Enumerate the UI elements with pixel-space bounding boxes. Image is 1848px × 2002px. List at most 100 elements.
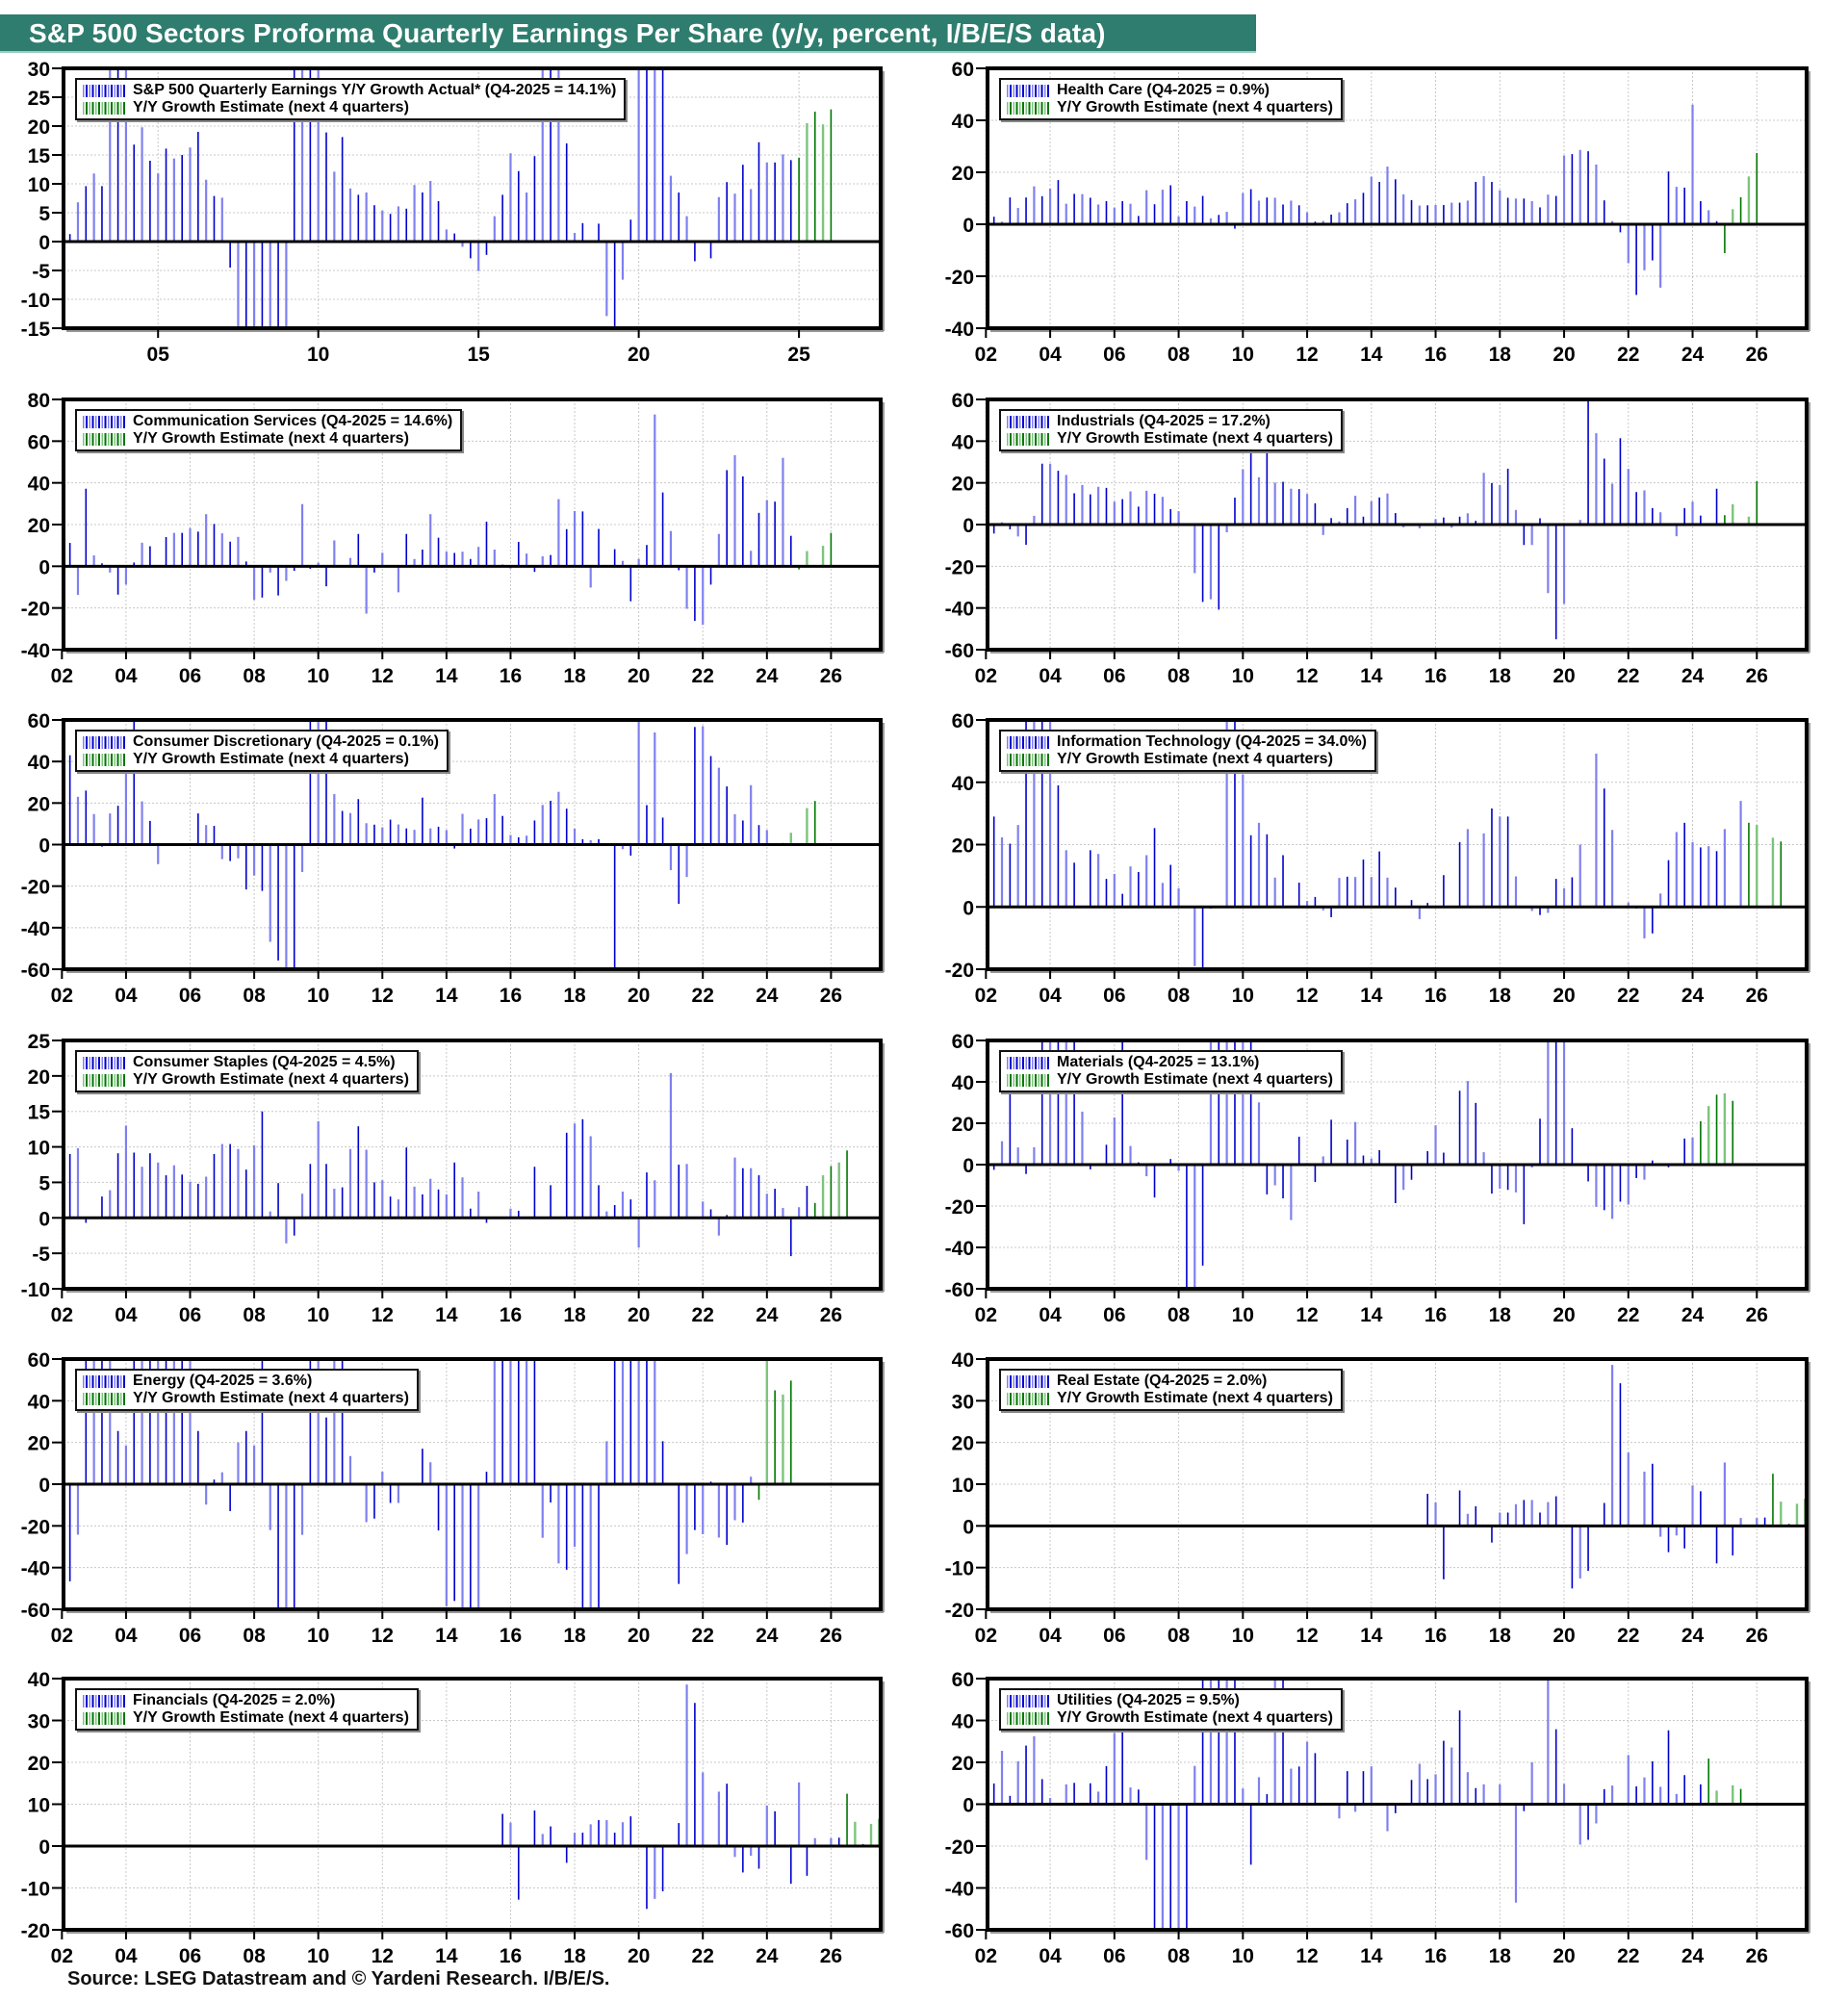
legend-row-estimate: Y/Y Growth Estimate (next 4 quarters) (1007, 1390, 1333, 1407)
legend-row-estimate: Y/Y Growth Estimate (next 4 quarters) (1007, 1071, 1333, 1089)
svg-text:-20: -20 (21, 877, 50, 899)
svg-text:-40: -40 (21, 918, 50, 940)
svg-text:-60: -60 (945, 1279, 974, 1301)
legend-row-actual: Consumer Discretionary (Q4-2025 = 0.1%) (83, 733, 439, 751)
svg-text:14: 14 (435, 665, 458, 687)
svg-text:06: 06 (179, 985, 201, 1007)
svg-text:02: 02 (975, 665, 997, 687)
svg-text:02: 02 (975, 1945, 997, 1967)
svg-text:15: 15 (28, 145, 51, 167)
legend-label: Y/Y Growth Estimate (next 4 quarters) (1057, 1709, 1333, 1726)
x-axis-labels: 02 04 06 08 10 12 14 16 18 20 22 24 26 (975, 1289, 1768, 1326)
chart-legend: Consumer Discretionary (Q4-2025 = 0.1%) Y… (75, 730, 449, 772)
svg-text:-20: -20 (21, 1516, 50, 1538)
legend-row-estimate: Y/Y Growth Estimate (next 4 quarters) (1007, 1709, 1333, 1727)
svg-text:10: 10 (952, 1475, 974, 1497)
legend-label: Real Estate (Q4-2025 = 2.0%) (1057, 1373, 1268, 1389)
x-axis-labels: 02 04 06 08 10 12 14 16 18 20 22 24 26 (975, 1930, 1768, 1967)
legend-row-estimate: Y/Y Growth Estimate (next 4 quarters) (1007, 430, 1333, 448)
svg-text:10: 10 (307, 1945, 329, 1967)
svg-text:14: 14 (435, 1625, 458, 1647)
svg-text:06: 06 (179, 1625, 201, 1647)
legend-swatch-icon (83, 84, 125, 97)
svg-text:08: 08 (243, 665, 266, 687)
svg-text:14: 14 (1360, 665, 1383, 687)
legend-swatch-icon (83, 1392, 125, 1405)
svg-text:0: 0 (962, 897, 974, 919)
svg-text:02: 02 (51, 1625, 73, 1647)
svg-text:10: 10 (307, 1625, 329, 1647)
legend-label: Materials (Q4-2025 = 13.1%) (1057, 1054, 1260, 1070)
legend-swatch-icon (1007, 753, 1049, 766)
svg-text:-40: -40 (945, 1238, 974, 1260)
svg-text:16: 16 (1424, 1304, 1447, 1326)
svg-text:25: 25 (28, 1031, 51, 1053)
legend-swatch-icon (83, 1694, 125, 1707)
svg-text:20: 20 (628, 1304, 650, 1326)
svg-text:24: 24 (1681, 665, 1705, 687)
legend-swatch-icon (1007, 1073, 1049, 1087)
legend-swatch-icon (83, 735, 125, 749)
y-axis-labels: 60 40 20 0 -20 -40 -60 (945, 1031, 988, 1301)
svg-text:20: 20 (952, 163, 974, 185)
svg-text:24: 24 (1681, 1945, 1705, 1967)
svg-text:20: 20 (628, 1945, 650, 1967)
svg-text:10: 10 (28, 1138, 50, 1160)
svg-text:22: 22 (1617, 1625, 1639, 1647)
x-axis-labels: 02 04 06 08 10 12 14 16 18 20 22 24 26 (51, 1609, 842, 1647)
svg-text:12: 12 (372, 1945, 394, 1967)
svg-text:16: 16 (1424, 344, 1447, 366)
svg-text:12: 12 (1296, 1945, 1318, 1967)
chart-legend: Information Technology (Q4-2025 = 34.0%)… (999, 730, 1376, 772)
legend-label: Y/Y Growth Estimate (next 4 quarters) (133, 1071, 409, 1088)
legend-label: Y/Y Growth Estimate (next 4 quarters) (1057, 99, 1333, 116)
svg-text:10: 10 (1232, 1945, 1254, 1967)
y-axis-labels: 30 25 20 15 10 5 0 -5 -10 -15 (21, 59, 64, 341)
y-axis-labels: 60 40 20 0 -20 (945, 710, 988, 982)
svg-text:60: 60 (952, 390, 974, 412)
svg-text:-20: -20 (945, 267, 974, 289)
y-axis-labels: 80 60 40 20 0 -20 -40 (21, 390, 64, 662)
svg-text:14: 14 (435, 1304, 458, 1326)
legend-row-estimate: Y/Y Growth Estimate (next 4 quarters) (83, 751, 439, 768)
svg-text:40: 40 (952, 431, 974, 453)
svg-text:18: 18 (563, 985, 586, 1007)
svg-text:18: 18 (1489, 1945, 1512, 1967)
bars-estimate (798, 532, 833, 570)
legend-label: Energy (Q4-2025 = 3.6%) (133, 1373, 313, 1389)
svg-text:08: 08 (1168, 1304, 1191, 1326)
svg-text:-10: -10 (945, 1558, 974, 1580)
svg-text:16: 16 (500, 665, 522, 687)
svg-text:24: 24 (1681, 344, 1705, 366)
chart-legend: Health Care (Q4-2025 = 0.9%) Y/Y Growth E… (999, 78, 1343, 120)
bars-estimate (1724, 153, 1758, 253)
source-footer: Source: LSEG Datastream and © Yardeni Re… (67, 1968, 610, 1989)
bars-estimate (1700, 1092, 1734, 1165)
svg-text:02: 02 (975, 1304, 997, 1326)
svg-text:10: 10 (1232, 1304, 1254, 1326)
svg-text:10: 10 (307, 985, 329, 1007)
chart-legend: Materials (Q4-2025 = 13.1%) Y/Y Growth Es… (999, 1050, 1343, 1092)
legend-swatch-icon (1007, 432, 1049, 446)
x-axis-labels: 02 04 06 08 10 12 14 16 18 20 22 24 26 (51, 1930, 842, 1967)
svg-text:18: 18 (1489, 344, 1512, 366)
svg-text:20: 20 (628, 665, 650, 687)
legend-row-actual: Information Technology (Q4-2025 = 34.0%) (1007, 733, 1367, 751)
svg-text:20: 20 (28, 116, 50, 139)
legend-row-actual: Consumer Staples (Q4-2025 = 4.5%) (83, 1054, 409, 1071)
svg-text:08: 08 (1168, 1625, 1191, 1647)
svg-text:60: 60 (952, 1031, 974, 1053)
svg-text:16: 16 (500, 985, 522, 1007)
y-axis-labels: 60 40 20 0 -20 -40 -60 (21, 710, 64, 982)
svg-text:06: 06 (1103, 344, 1125, 366)
bars-actual (501, 1684, 840, 1910)
legend-row-estimate: Y/Y Growth Estimate (next 4 quarters) (1007, 751, 1367, 768)
svg-text:24: 24 (1681, 985, 1705, 1007)
svg-text:08: 08 (1168, 985, 1191, 1007)
svg-text:26: 26 (1746, 344, 1768, 366)
svg-text:10: 10 (28, 174, 50, 196)
legend-swatch-icon (83, 1711, 125, 1725)
svg-text:12: 12 (372, 1625, 394, 1647)
legend-row-actual: Utilities (Q4-2025 = 9.5%) (1007, 1692, 1333, 1709)
bars-estimate (1772, 1474, 1807, 1527)
